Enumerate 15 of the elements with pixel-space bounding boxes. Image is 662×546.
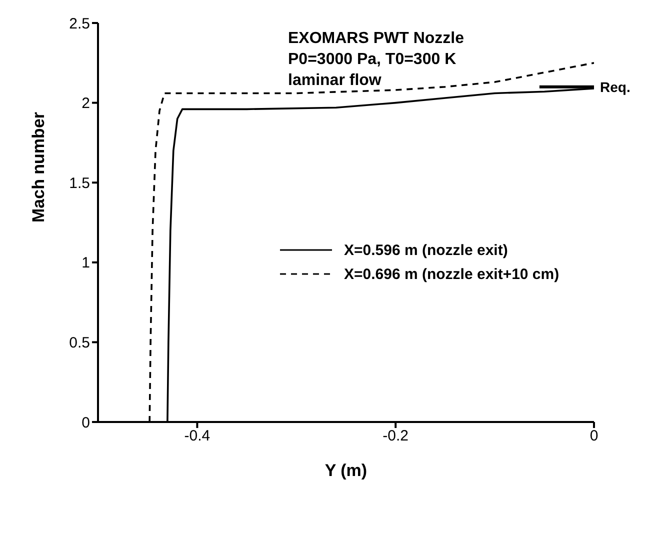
y-tick-label: 1.5 xyxy=(69,174,90,192)
annotation: Req. xyxy=(600,78,630,95)
text: EXOMARS PWT Nozzle P0=3000 Pa, T0=300 K laminar flow xyxy=(288,29,464,91)
x-axis-title: Y (m) xyxy=(324,461,368,480)
y-tick-label: 1 xyxy=(82,254,90,272)
x-tick-label: 0 xyxy=(590,428,598,445)
y-tick-label: 0.5 xyxy=(69,334,90,352)
y-tick-label: 0 xyxy=(82,414,90,432)
y-tick-label: 2.5 xyxy=(69,15,90,32)
legend-label: X=0.696 m (nozzle exit+10 cm) xyxy=(344,266,560,282)
legend-label: X=0.596 m (nozzle exit) xyxy=(344,242,508,258)
x-tick-label: -0.4 xyxy=(184,428,210,445)
x-tick-label: -0.2 xyxy=(382,428,409,445)
y-axis-title: Mach number xyxy=(29,112,48,222)
y-tick-label: 2 xyxy=(82,95,90,112)
